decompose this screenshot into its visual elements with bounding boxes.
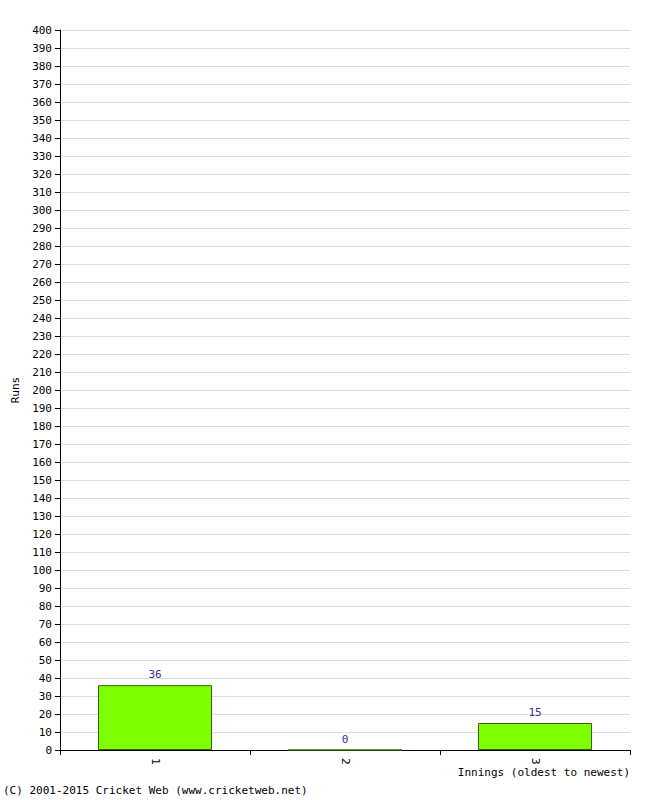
svg-text:180: 180 — [32, 420, 52, 433]
svg-text:250: 250 — [32, 294, 52, 307]
svg-text:Innings (oldest to newest): Innings (oldest to newest) — [458, 766, 630, 779]
svg-text:140: 140 — [32, 492, 52, 505]
svg-text:360: 360 — [32, 96, 52, 109]
svg-text:320: 320 — [32, 168, 52, 181]
svg-text:30: 30 — [39, 690, 52, 703]
svg-text:340: 340 — [32, 132, 52, 145]
svg-text:130: 130 — [32, 510, 52, 523]
svg-text:50: 50 — [39, 654, 52, 667]
svg-text:60: 60 — [39, 636, 52, 649]
svg-text:150: 150 — [32, 474, 52, 487]
svg-text:230: 230 — [32, 330, 52, 343]
svg-text:0: 0 — [342, 733, 349, 746]
svg-text:220: 220 — [32, 348, 52, 361]
svg-text:200: 200 — [32, 384, 52, 397]
svg-text:190: 190 — [32, 402, 52, 415]
svg-text:0: 0 — [45, 744, 52, 757]
svg-text:280: 280 — [32, 240, 52, 253]
svg-text:100: 100 — [32, 564, 52, 577]
svg-text:90: 90 — [39, 582, 52, 595]
svg-text:260: 260 — [32, 276, 52, 289]
svg-text:1: 1 — [149, 758, 162, 765]
svg-text:120: 120 — [32, 528, 52, 541]
svg-text:160: 160 — [32, 456, 52, 469]
svg-text:270: 270 — [32, 258, 52, 271]
svg-text:390: 390 — [32, 42, 52, 55]
svg-text:240: 240 — [32, 312, 52, 325]
svg-text:40: 40 — [39, 672, 52, 685]
svg-text:350: 350 — [32, 114, 52, 127]
svg-text:15: 15 — [528, 706, 541, 719]
svg-text:10: 10 — [39, 726, 52, 739]
svg-text:330: 330 — [32, 150, 52, 163]
svg-text:310: 310 — [32, 186, 52, 199]
svg-text:70: 70 — [39, 618, 52, 631]
svg-text:210: 210 — [32, 366, 52, 379]
svg-text:80: 80 — [39, 600, 52, 613]
svg-text:36: 36 — [148, 668, 161, 681]
svg-text:(C) 2001-2015 Cricket Web (www: (C) 2001-2015 Cricket Web (www.cricketwe… — [3, 784, 308, 797]
svg-text:300: 300 — [32, 204, 52, 217]
svg-text:Runs: Runs — [9, 377, 22, 404]
svg-text:370: 370 — [32, 78, 52, 91]
svg-text:110: 110 — [32, 546, 52, 559]
svg-text:2: 2 — [339, 758, 352, 765]
svg-text:20: 20 — [39, 708, 52, 721]
svg-text:400: 400 — [32, 24, 52, 37]
svg-text:380: 380 — [32, 60, 52, 73]
svg-text:3: 3 — [529, 758, 542, 765]
svg-text:170: 170 — [32, 438, 52, 451]
svg-text:290: 290 — [32, 222, 52, 235]
